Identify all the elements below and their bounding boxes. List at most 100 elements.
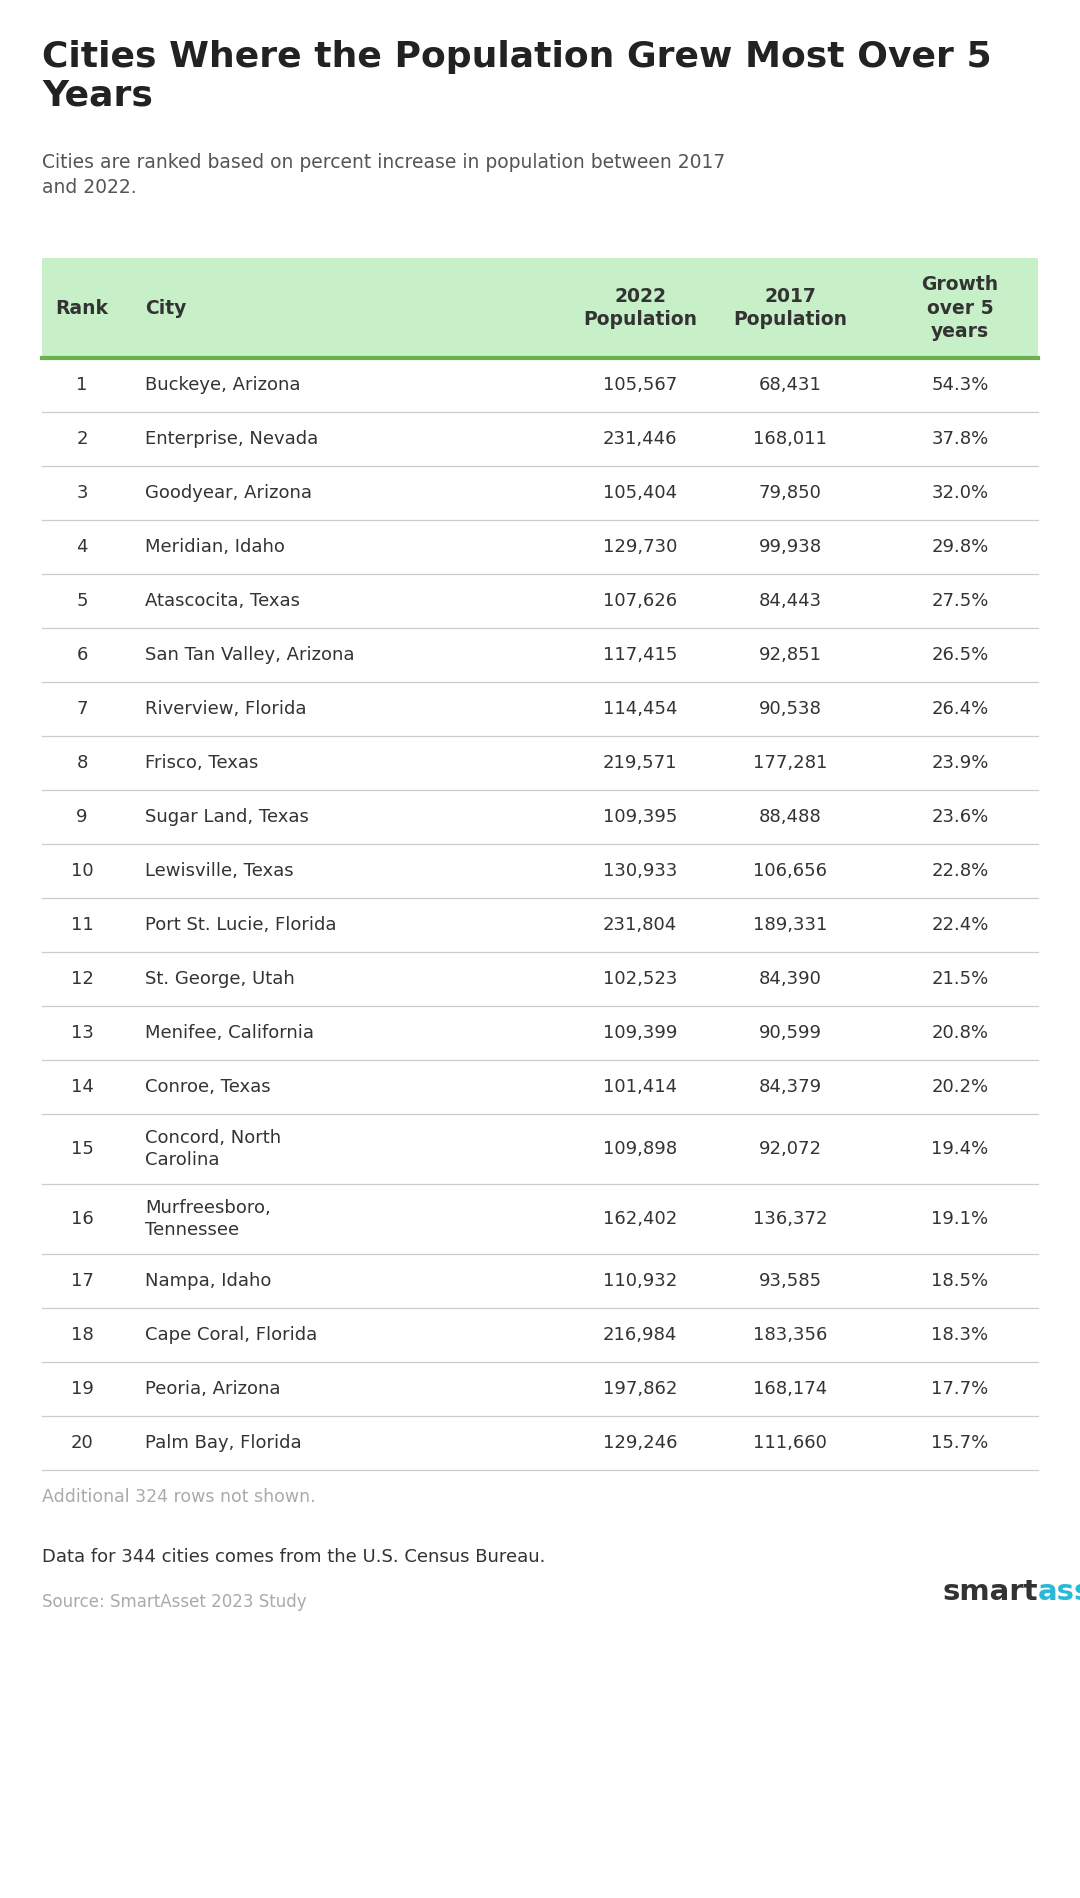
Bar	[42, 258, 1038, 359]
Text: 18.3%: 18.3%	[931, 1327, 988, 1344]
Text: 15: 15	[70, 1141, 94, 1158]
Text: Cities are ranked based on percent increase in population between 2017
and 2022.: Cities are ranked based on percent incre…	[42, 154, 726, 197]
Text: 168,011: 168,011	[753, 431, 827, 448]
Text: 84,379: 84,379	[758, 1078, 822, 1095]
Text: 109,898: 109,898	[603, 1141, 677, 1158]
Text: 20: 20	[70, 1435, 93, 1452]
Text: 16: 16	[70, 1211, 93, 1228]
Text: 90,599: 90,599	[758, 1025, 822, 1042]
Text: 9: 9	[77, 809, 87, 826]
Text: 18.5%: 18.5%	[931, 1272, 988, 1291]
Text: Conroe, Texas: Conroe, Texas	[145, 1078, 271, 1095]
Text: Murfreesboro,
Tennessee: Murfreesboro, Tennessee	[145, 1200, 271, 1239]
Text: Riverview, Florida: Riverview, Florida	[145, 700, 307, 717]
Text: Cape Coral, Florida: Cape Coral, Florida	[145, 1327, 318, 1344]
Text: 17: 17	[70, 1272, 94, 1291]
Text: 84,443: 84,443	[758, 592, 822, 609]
Text: 111,660: 111,660	[753, 1435, 827, 1452]
Text: 106,656: 106,656	[753, 862, 827, 881]
Text: 129,246: 129,246	[603, 1435, 677, 1452]
Text: asset: asset	[1038, 1577, 1080, 1606]
Text: 10: 10	[70, 862, 93, 881]
Text: 102,523: 102,523	[603, 970, 677, 989]
Text: 109,395: 109,395	[603, 809, 677, 826]
Text: Menifee, California: Menifee, California	[145, 1025, 314, 1042]
Text: Enterprise, Nevada: Enterprise, Nevada	[145, 431, 319, 448]
Text: 79,850: 79,850	[758, 484, 822, 501]
Text: 92,072: 92,072	[758, 1141, 822, 1158]
Text: 231,804: 231,804	[603, 917, 677, 934]
Text: 17.7%: 17.7%	[931, 1380, 988, 1399]
Text: 19.1%: 19.1%	[931, 1211, 988, 1228]
Text: Growth
over 5
years: Growth over 5 years	[921, 275, 999, 342]
Text: 32.0%: 32.0%	[931, 484, 988, 501]
Text: 6: 6	[77, 645, 87, 664]
Text: Buckeye, Arizona: Buckeye, Arizona	[145, 376, 300, 395]
Text: 1: 1	[77, 376, 87, 395]
Text: 8: 8	[77, 754, 87, 772]
Text: 20.2%: 20.2%	[931, 1078, 988, 1095]
Text: 19: 19	[70, 1380, 94, 1399]
Text: 11: 11	[70, 917, 93, 934]
Text: 130,933: 130,933	[603, 862, 677, 881]
Text: 2017
Population: 2017 Population	[733, 287, 847, 328]
Text: 93,585: 93,585	[758, 1272, 822, 1291]
Text: 19.4%: 19.4%	[931, 1141, 988, 1158]
Text: 22.4%: 22.4%	[931, 917, 988, 934]
Text: 2022
Population: 2022 Population	[583, 287, 697, 328]
Text: Atascocita, Texas: Atascocita, Texas	[145, 592, 300, 609]
Text: 5: 5	[77, 592, 87, 609]
Text: 136,372: 136,372	[753, 1211, 827, 1228]
Text: 114,454: 114,454	[603, 700, 677, 717]
Text: St. George, Utah: St. George, Utah	[145, 970, 295, 989]
Text: 23.9%: 23.9%	[931, 754, 988, 772]
Text: 162,402: 162,402	[603, 1211, 677, 1228]
Text: 105,567: 105,567	[603, 376, 677, 395]
Text: Rank: Rank	[55, 298, 108, 317]
Text: 26.5%: 26.5%	[931, 645, 988, 664]
Text: smart: smart	[943, 1577, 1038, 1606]
Text: 15.7%: 15.7%	[931, 1435, 988, 1452]
Text: 189,331: 189,331	[753, 917, 827, 934]
Text: 105,404: 105,404	[603, 484, 677, 501]
Text: 107,626: 107,626	[603, 592, 677, 609]
Text: 109,399: 109,399	[603, 1025, 677, 1042]
Text: 26.4%: 26.4%	[931, 700, 988, 717]
Text: 117,415: 117,415	[603, 645, 677, 664]
Text: 168,174: 168,174	[753, 1380, 827, 1399]
Text: 101,414: 101,414	[603, 1078, 677, 1095]
Text: San Tan Valley, Arizona: San Tan Valley, Arizona	[145, 645, 354, 664]
Text: 29.8%: 29.8%	[931, 537, 988, 556]
Text: 4: 4	[77, 537, 87, 556]
Text: City: City	[145, 298, 187, 317]
Text: 231,446: 231,446	[603, 431, 677, 448]
Text: 23.6%: 23.6%	[931, 809, 988, 826]
Text: Sugar Land, Texas: Sugar Land, Texas	[145, 809, 309, 826]
Text: Cities Where the Population Grew Most Over 5
Years: Cities Where the Population Grew Most Ov…	[42, 40, 991, 112]
Text: 88,488: 88,488	[758, 809, 822, 826]
Text: 68,431: 68,431	[758, 376, 822, 395]
Text: 84,390: 84,390	[758, 970, 822, 989]
Text: Palm Bay, Florida: Palm Bay, Florida	[145, 1435, 301, 1452]
Text: Port St. Lucie, Florida: Port St. Lucie, Florida	[145, 917, 337, 934]
Text: Meridian, Idaho: Meridian, Idaho	[145, 537, 285, 556]
Text: 177,281: 177,281	[753, 754, 827, 772]
Text: 90,538: 90,538	[758, 700, 822, 717]
Text: 12: 12	[70, 970, 94, 989]
Text: 3: 3	[77, 484, 87, 501]
Text: 216,984: 216,984	[603, 1327, 677, 1344]
Text: 7: 7	[77, 700, 87, 717]
Text: 37.8%: 37.8%	[931, 431, 988, 448]
Text: 197,862: 197,862	[603, 1380, 677, 1399]
Text: 2: 2	[77, 431, 87, 448]
Text: Source: SmartAsset 2023 Study: Source: SmartAsset 2023 Study	[42, 1592, 307, 1611]
Text: Concord, North
Carolina: Concord, North Carolina	[145, 1129, 281, 1169]
Text: 22.8%: 22.8%	[931, 862, 988, 881]
Text: 99,938: 99,938	[758, 537, 822, 556]
Text: Nampa, Idaho: Nampa, Idaho	[145, 1272, 271, 1291]
Text: 21.5%: 21.5%	[931, 970, 988, 989]
Text: 110,932: 110,932	[603, 1272, 677, 1291]
Text: 129,730: 129,730	[603, 537, 677, 556]
Text: Frisco, Texas: Frisco, Texas	[145, 754, 258, 772]
Text: 20.8%: 20.8%	[931, 1025, 988, 1042]
